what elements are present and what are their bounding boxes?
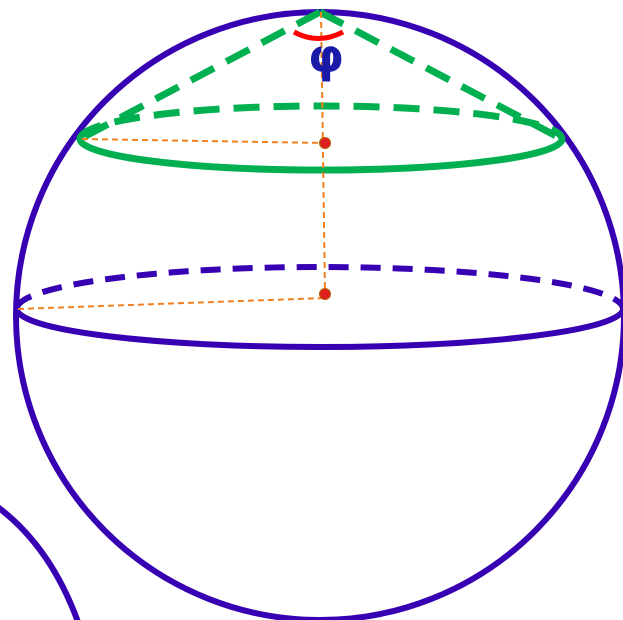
cone-base-back-dashed (76, 102, 566, 140)
cone-base-front (76, 138, 566, 174)
cone-side-left (78, 8, 322, 143)
equator-front (14, 308, 623, 350)
neighbor-sphere-arc (0, 505, 81, 620)
equator-radius-guide (17, 297, 326, 310)
cone-radius-guide (81, 138, 326, 144)
cone-base-center-point (319, 137, 331, 149)
axis-guide-line (320, 11, 326, 295)
angle-phi-label: φ (308, 29, 344, 83)
cone-side-right (318, 8, 564, 143)
sphere-center-point (319, 288, 331, 300)
equator-back-dashed (14, 264, 623, 310)
apex-angle-arc (292, 29, 345, 41)
